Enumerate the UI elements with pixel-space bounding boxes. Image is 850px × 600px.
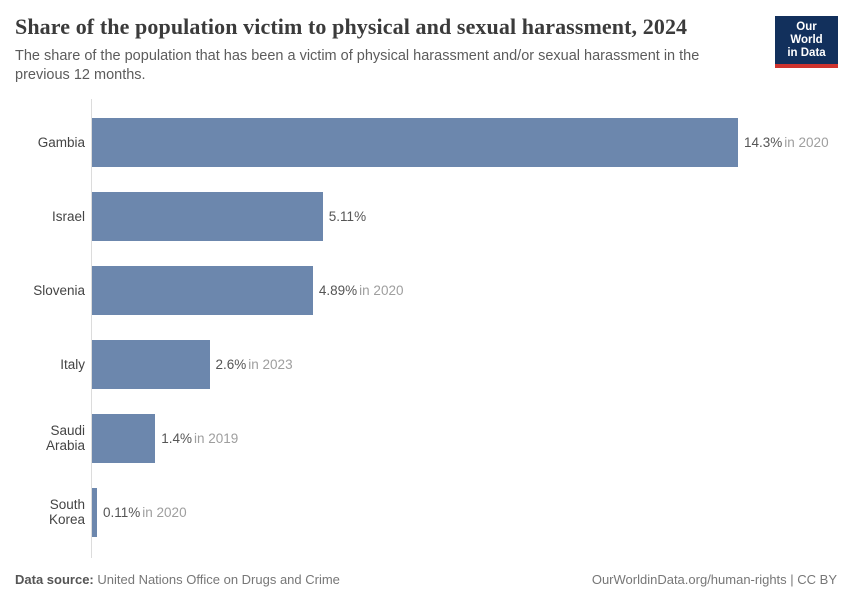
attribution-link[interactable]: OurWorldinData.org/human-rights | CC BY [591,572,837,587]
category-label-south-korea: South Korea [48,497,85,527]
bar-italy[interactable] [92,339,210,389]
bar-israel[interactable] [92,191,323,241]
data-source: Data source: United Nations Office on Dr… [15,572,340,587]
owid-logo-line1: Our World [790,21,823,46]
value-label: 1.4% in 2019 [161,431,238,446]
owid-logo-line2: in Data [787,47,826,59]
bar-row-slovenia: Slovenia 4.89% in 2020 [15,253,838,327]
bar-chart: Gambia 14.3% in 2020 Israel 5.11% Slovenia 4.8… [15,99,838,558]
data-source-value: United Nations Office on Drugs and Crime [97,572,340,587]
bar-track: 0.11% in 2020 [92,475,838,549]
bar-track: 1.4% in 2019 [92,401,838,475]
chart-header: Share of the population victim to physic… [0,0,850,85]
value-year: in 2020 [142,504,187,520]
value-number: 1.4% [161,430,192,446]
bar-track: 14.3% in 2020 [92,105,838,179]
page-title: Share of the population victim to physic… [15,14,688,39]
bar-row-italy: Italy 2.6% in 2023 [15,327,838,401]
category-label-saudi-arabia: Saudi Arabia [45,423,85,453]
value-number: 2.6% [215,356,247,372]
value-label: 2.6% in 2023 [216,357,293,372]
value-year: in 2020 [784,134,829,150]
bar-slovenia[interactable] [92,265,313,315]
owid-logo: Our World in Data [775,16,838,68]
value-year: in 2023 [248,356,293,372]
category-label-gambia: Gambia [37,134,85,150]
bar-saudi-arabia[interactable] [92,413,156,463]
category-label-italy: Italy [60,356,85,372]
value-number: 0.11% [103,504,141,520]
value-label: 0.11% in 2020 [103,505,187,520]
value-year: in 2019 [193,430,239,446]
data-source-label: Data source: [15,572,94,587]
value-label: 4.89% in 2020 [319,283,404,298]
value-number: 5.11% [328,208,367,224]
value-label: 14.3% in 2020 [744,135,829,150]
bar-track: 2.6% in 2023 [92,327,838,401]
chart-subtitle: The share of the population that has bee… [15,48,700,83]
category-label-israel: Israel [51,208,85,224]
bar-row-south-korea: South Korea 0.11% in 2020 [15,475,838,549]
title-block: Share of the population victim to physic… [15,13,770,85]
bar-track: 4.89% in 2020 [92,253,838,327]
category-label-slovenia: Slovenia [33,282,85,298]
bar-gambia[interactable] [92,117,738,167]
bar-south-korea[interactable] [92,487,97,537]
bar-row-israel: Israel 5.11% [15,179,838,253]
bar-rows: Gambia 14.3% in 2020 Israel 5.11% Slovenia 4.8… [15,99,838,558]
value-year: in 2020 [359,282,404,298]
bar-track: 5.11% [92,179,838,253]
y-axis-line [91,99,92,558]
chart-footer: Data source: United Nations Office on Dr… [15,572,837,587]
value-number: 4.89% [318,282,358,298]
value-number: 14.3% [744,134,783,150]
bar-row-saudi-arabia: Saudi Arabia 1.4% in 2019 [15,401,838,475]
value-label: 5.11% [329,209,366,224]
bar-row-gambia: Gambia 14.3% in 2020 [15,105,838,179]
